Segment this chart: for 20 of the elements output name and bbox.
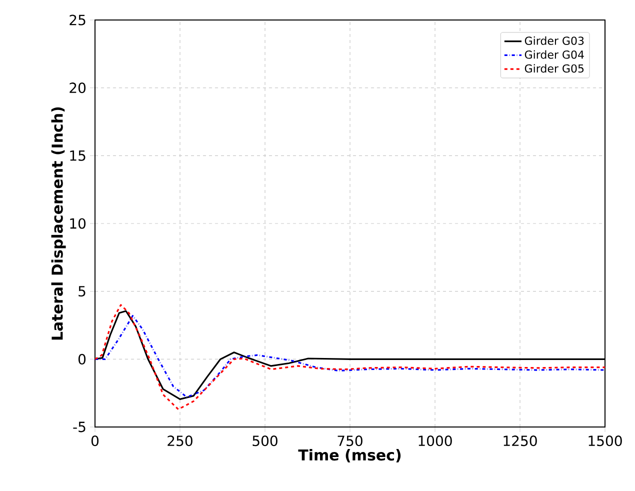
y-tick-label: 15 [70,150,86,161]
y-tick-label: 25 [70,14,86,26]
y-tick-label: 5 [78,286,86,297]
x-tick-label: 500 [252,436,278,446]
x-tick-label: 750 [338,436,362,446]
x-tick-label: 1250 [504,436,537,446]
x-tick-label: 0 [91,436,99,446]
y-axis-title: Lateral Displacement (Inch) [51,107,66,340]
x-tick-label: 250 [168,436,192,446]
legend-label: Girder G05 [524,64,584,73]
legend-label: Girder G03 [524,36,584,45]
x-tick-label: 1500 [588,436,622,446]
y-tick-label: -5 [73,422,86,432]
x-axis-title: Time (msec) [298,449,401,462]
x-tick-label: 1000 [418,436,452,446]
line-series [95,304,606,410]
y-tick-label: 0 [78,354,86,364]
y-tick-label: 20 [70,82,86,94]
legend-label: Girder G04 [524,50,584,59]
y-tick-label: 10 [70,218,86,229]
